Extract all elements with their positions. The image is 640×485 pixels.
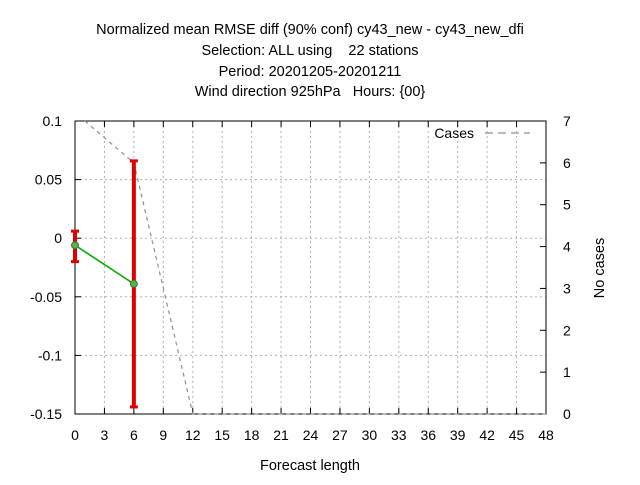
x-tick-label-14: 42 bbox=[479, 427, 495, 443]
tick-labels: 0 3 6 9 12 15 18 21 24 27 30 33 36 39 42 45 48-0.15-0.1-… bbox=[30, 113, 571, 443]
x-tick-label-6: 18 bbox=[244, 427, 260, 443]
title-line-1: Normalized mean RMSE diff (90% conf) cy4… bbox=[96, 22, 524, 38]
x-tick-label-15: 45 bbox=[509, 427, 525, 443]
data-series bbox=[71, 120, 546, 415]
y2-tick-label-6: 6 bbox=[563, 155, 571, 171]
x-tick-label-5: 15 bbox=[214, 427, 230, 443]
y2-tick-label-3: 3 bbox=[563, 280, 571, 296]
x-axis-label: Forecast length bbox=[260, 458, 360, 474]
y2-tick-label-2: 2 bbox=[563, 322, 571, 338]
x-tick-label-4: 12 bbox=[185, 427, 201, 443]
legend-label-cases: Cases bbox=[434, 125, 474, 141]
x-tick-label-10: 30 bbox=[362, 427, 378, 443]
legend: Cases bbox=[434, 125, 530, 141]
x-tick-label-3: 9 bbox=[159, 427, 167, 443]
x-tick-label-7: 21 bbox=[273, 427, 289, 443]
y-tick-label-1: -0.1 bbox=[38, 347, 62, 363]
title-line-2: Selection: ALL using 22 stations bbox=[201, 43, 418, 59]
x-tick-label-8: 24 bbox=[303, 427, 319, 443]
y2-axis-label: No cases bbox=[592, 238, 608, 298]
y2-tick-label-7: 7 bbox=[563, 113, 571, 129]
data-point-0 bbox=[71, 241, 79, 250]
y-tick-label-4: 0.05 bbox=[35, 172, 62, 188]
grid-lines bbox=[75, 121, 546, 414]
y2-tick-label-0: 0 bbox=[563, 406, 571, 422]
axes bbox=[74, 120, 547, 415]
title-line-4: Wind direction 925hPa Hours: {00} bbox=[195, 84, 426, 100]
y2-tick-label-4: 4 bbox=[563, 239, 571, 255]
title-line-3: Period: 20201205-20201211 bbox=[219, 64, 402, 80]
y-tick-label-5: 0.1 bbox=[43, 113, 63, 129]
y2-tick-label-5: 5 bbox=[563, 197, 571, 213]
y-tick-label-0: -0.15 bbox=[30, 406, 62, 422]
x-tick-label-0: 0 bbox=[71, 427, 79, 443]
y2-tick-label-1: 1 bbox=[563, 364, 571, 380]
data-point-1 bbox=[129, 279, 138, 288]
x-tick-label-12: 36 bbox=[420, 427, 436, 443]
chart-title: Normalized mean RMSE diff (90% conf) cy4… bbox=[96, 22, 524, 100]
series-line-main bbox=[74, 244, 135, 285]
x-tick-label-13: 39 bbox=[450, 427, 466, 443]
series-line-cases bbox=[84, 120, 546, 415]
y-tick-label-3: 0 bbox=[54, 230, 62, 246]
x-tick-label-16: 48 bbox=[538, 427, 554, 443]
x-tick-label-9: 27 bbox=[332, 427, 348, 443]
x-tick-label-11: 33 bbox=[391, 427, 407, 443]
y-tick-label-2: -0.05 bbox=[30, 289, 62, 305]
x-tick-label-2: 6 bbox=[130, 427, 138, 443]
x-tick-label-1: 3 bbox=[101, 427, 109, 443]
